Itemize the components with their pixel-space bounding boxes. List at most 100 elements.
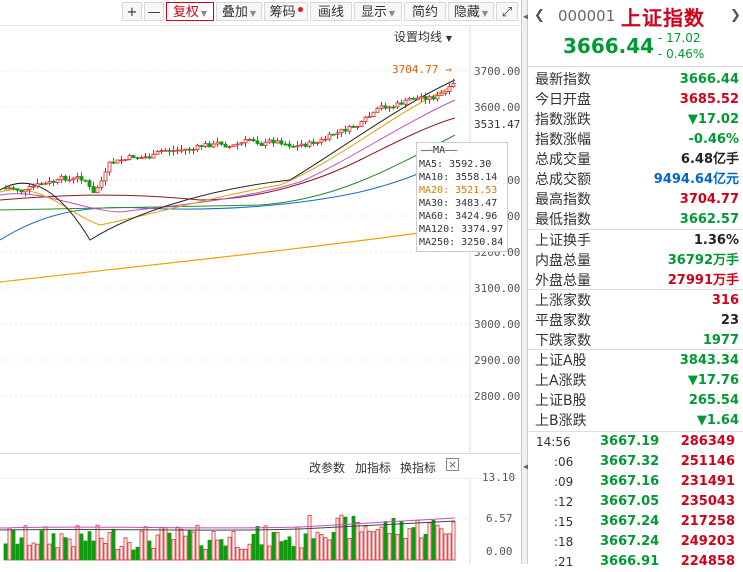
- volume-tick: 13.10: [482, 471, 516, 484]
- panel-splitter[interactable]: ◀ ◀: [521, 0, 530, 564]
- candle-body: [195, 145, 200, 150]
- candle-body: [123, 159, 128, 161]
- volume-bar: [295, 526, 300, 561]
- quote-value: 265.54: [688, 393, 739, 408]
- ma-legend-box: ——MA—— MA5: 3592.30 MA10: 3558.14 MA20: …: [416, 142, 508, 252]
- volume-bar: [327, 539, 332, 561]
- quote-label: 上B涨跌: [535, 413, 587, 429]
- candle-body: [431, 96, 436, 100]
- candle-body: [327, 133, 332, 140]
- volume-bar: [147, 540, 152, 561]
- tick-price: 3667.05: [600, 494, 660, 509]
- candle-body: [271, 139, 276, 144]
- chevron-left-icon[interactable]: ◀: [523, 462, 530, 471]
- volume-tick: 0.00: [486, 545, 513, 558]
- candle-body: [215, 141, 220, 145]
- volume-bar: [387, 533, 392, 561]
- jiazhibiao-button[interactable]: 加指标: [355, 461, 392, 475]
- sub-chart-header: 改参数 加指标 换指标 ×: [0, 453, 521, 479]
- candle-body: [419, 96, 424, 99]
- stock-name: 上证指数: [621, 6, 705, 30]
- quote-row: 指数涨幅 -0.46%: [528, 130, 743, 150]
- volume-bar: [399, 521, 404, 561]
- fuquan-dropdown[interactable]: 复权 ▼: [166, 2, 214, 21]
- huaxian-button[interactable]: 画线: [310, 2, 352, 21]
- volume-bar: [135, 546, 140, 561]
- volume-bar: [403, 537, 408, 561]
- candle-body: [311, 141, 316, 144]
- candle-body: [383, 105, 388, 109]
- volume-bar: [179, 528, 184, 561]
- xianshi-dropdown[interactable]: 显示 ▼: [354, 2, 402, 21]
- candle-body: [79, 176, 84, 181]
- candle-body: [423, 96, 428, 100]
- candle-body: [331, 133, 336, 136]
- candlestick-chart[interactable]: [0, 0, 521, 564]
- ma-name: MA5:: [419, 159, 444, 170]
- tick-row: :06 3667.32 251146: [528, 452, 743, 472]
- ma-setting-label: 设置均线: [394, 30, 443, 44]
- volume-bar: [119, 545, 124, 561]
- volume-bar: [407, 528, 412, 561]
- candle-body: [27, 186, 32, 190]
- gaicanshu-button[interactable]: 改参数: [309, 461, 346, 475]
- candle-body: [51, 181, 56, 183]
- chevron-left-icon[interactable]: ◀: [523, 12, 530, 21]
- quote-row: 今日开盘 3685.52: [528, 90, 743, 110]
- jianyue-button[interactable]: 简约: [404, 2, 446, 21]
- chouma-button[interactable]: 筹码: [264, 2, 308, 21]
- tick-volume: 217258: [680, 514, 735, 529]
- ma-value: 3483.47: [455, 198, 498, 209]
- candle-body: [135, 157, 140, 159]
- chevron-down-icon: ▼: [388, 9, 396, 18]
- chevron-right-icon[interactable]: ❯: [730, 8, 741, 23]
- volume-bar: [131, 549, 136, 561]
- kline-chart-area[interactable]: + — 复权 ▼ 叠加 ▼ 筹码 画线 显示 ▼ 简约 隐藏 ▼ ⤢ 设置均线 ▼ 37…: [0, 0, 521, 564]
- close-icon[interactable]: ×: [446, 458, 459, 471]
- candle-body: [247, 138, 252, 141]
- volume-bar: [375, 529, 380, 561]
- quote-row: 上涨家数 316: [528, 291, 743, 311]
- candle-body: [15, 188, 20, 191]
- volume-bar: [207, 539, 212, 561]
- xianshi-label: 显示: [360, 5, 387, 20]
- chevron-left-icon[interactable]: ❮: [534, 8, 545, 23]
- volume-bar: [251, 533, 256, 561]
- quote-label: 内盘总量: [535, 253, 591, 269]
- tick-time: :09: [554, 475, 574, 489]
- quote-value: 1977: [702, 333, 739, 348]
- candle-body: [443, 90, 448, 94]
- candle-body: [303, 143, 308, 147]
- candle-body: [55, 179, 60, 183]
- volume-bar: [451, 521, 456, 561]
- volume-bar: [243, 548, 248, 561]
- quote-label: 上A涨跌: [535, 373, 587, 389]
- candle-body: [203, 143, 208, 147]
- change-percent: - 0.46%: [658, 47, 705, 61]
- volume-bar: [271, 531, 276, 561]
- volume-bar: [255, 525, 260, 561]
- yincang-dropdown[interactable]: 隐藏 ▼: [448, 2, 494, 21]
- candle-body: [351, 126, 356, 128]
- candle-body: [111, 161, 116, 164]
- diejia-dropdown[interactable]: 叠加 ▼: [216, 2, 262, 21]
- tick-price: 3667.32: [600, 454, 660, 469]
- fullscreen-icon[interactable]: ⤢: [496, 2, 518, 21]
- candle-body: [95, 186, 100, 194]
- quote-label: 上证A股: [535, 353, 587, 369]
- volume-bar: [95, 524, 100, 561]
- zoom-out-button[interactable]: —: [144, 2, 164, 21]
- tick-row: 14:56 3667.19 286349: [528, 432, 743, 452]
- ma-value: 3250.84: [461, 237, 504, 248]
- candle-body: [163, 149, 168, 152]
- quote-label: 最低指数: [535, 212, 591, 228]
- quote-value: 6.48亿手: [680, 152, 739, 167]
- tick-volume: 286349: [680, 434, 735, 449]
- candle-body: [279, 140, 284, 145]
- huanzhibiao-button[interactable]: 换指标: [400, 461, 437, 475]
- quote-row: 平盘家数 23: [528, 311, 743, 331]
- volume-bar: [199, 545, 204, 561]
- volume-bar: [391, 517, 396, 561]
- ma-setting-dropdown[interactable]: 设置均线 ▼: [394, 28, 452, 45]
- zoom-in-button[interactable]: +: [122, 2, 142, 21]
